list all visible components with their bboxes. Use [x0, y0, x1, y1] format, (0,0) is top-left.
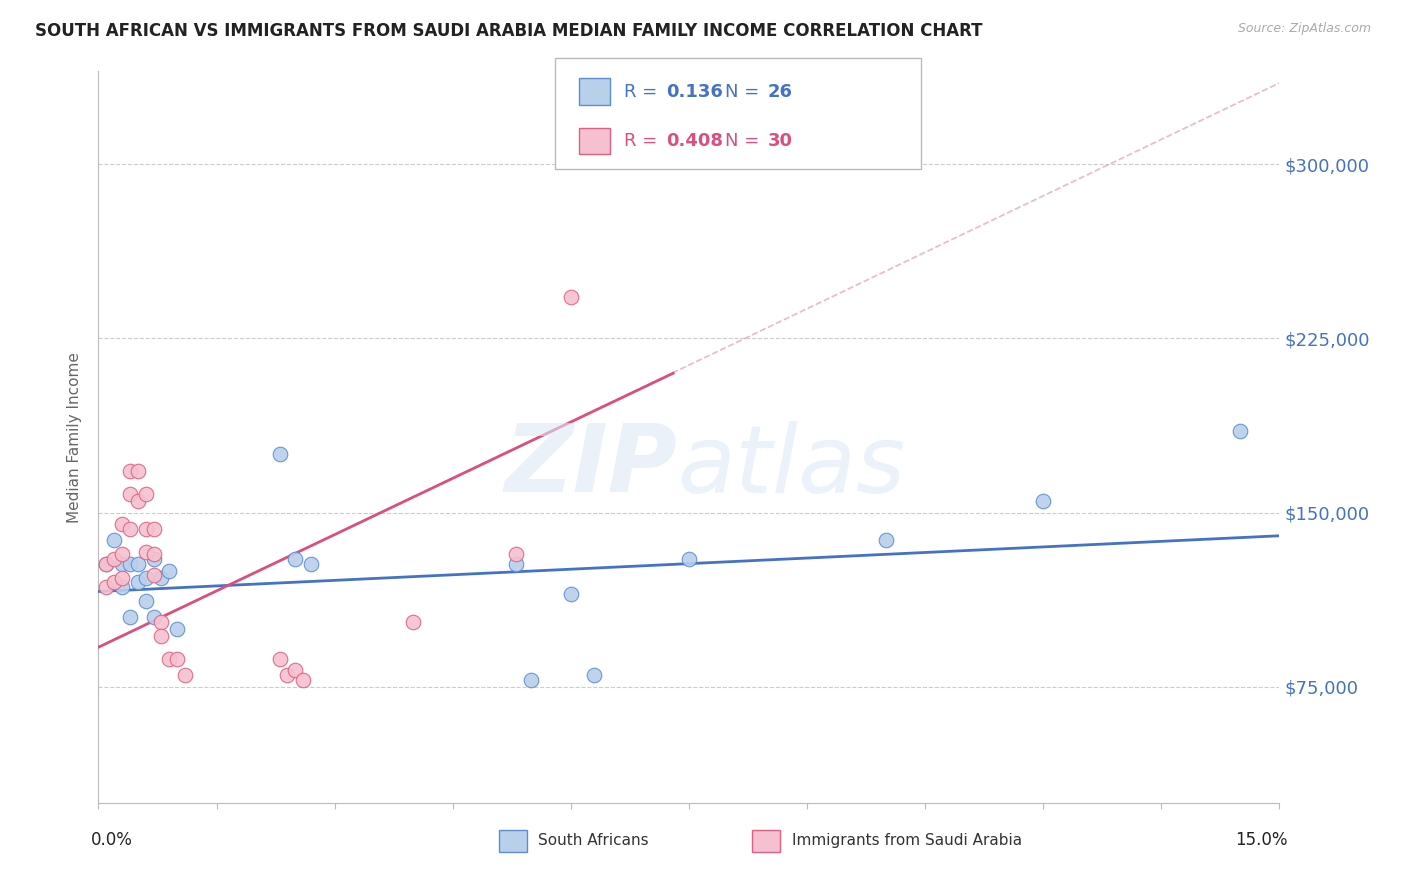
- Text: N =: N =: [725, 132, 759, 150]
- Point: [269, 448, 291, 462]
- Text: N =: N =: [725, 83, 759, 101]
- Point: [505, 547, 527, 561]
- Text: 26: 26: [768, 83, 793, 101]
- Point: [111, 557, 134, 571]
- Point: [118, 487, 141, 501]
- Point: [1229, 424, 1251, 438]
- Point: [560, 587, 582, 601]
- Point: [142, 610, 165, 624]
- Text: Immigrants from Saudi Arabia: Immigrants from Saudi Arabia: [792, 833, 1022, 848]
- Point: [505, 557, 527, 571]
- Point: [135, 594, 157, 608]
- Text: 0.408: 0.408: [666, 132, 724, 150]
- Point: [276, 668, 298, 682]
- Point: [560, 290, 582, 304]
- Text: South Africans: South Africans: [538, 833, 650, 848]
- Point: [157, 564, 180, 578]
- Point: [118, 464, 141, 478]
- Point: [96, 580, 118, 594]
- Point: [157, 652, 180, 666]
- Point: [166, 652, 188, 666]
- Point: [142, 568, 165, 582]
- Text: Source: ZipAtlas.com: Source: ZipAtlas.com: [1237, 22, 1371, 36]
- Point: [678, 552, 700, 566]
- Text: 30: 30: [768, 132, 793, 150]
- Point: [142, 547, 165, 561]
- Point: [111, 570, 134, 584]
- Point: [127, 464, 149, 478]
- Point: [127, 557, 149, 571]
- Point: [150, 615, 173, 629]
- Point: [150, 570, 173, 584]
- Point: [118, 522, 141, 536]
- Point: [127, 494, 149, 508]
- Point: [111, 517, 134, 532]
- Text: 15.0%: 15.0%: [1234, 830, 1288, 848]
- Point: [583, 668, 606, 682]
- Point: [142, 522, 165, 536]
- Text: R =: R =: [624, 132, 658, 150]
- Text: SOUTH AFRICAN VS IMMIGRANTS FROM SAUDI ARABIA MEDIAN FAMILY INCOME CORRELATION C: SOUTH AFRICAN VS IMMIGRANTS FROM SAUDI A…: [35, 22, 983, 40]
- Point: [142, 552, 165, 566]
- Point: [96, 557, 118, 571]
- Point: [103, 552, 125, 566]
- Point: [111, 580, 134, 594]
- Point: [174, 668, 197, 682]
- Point: [875, 533, 897, 548]
- Point: [103, 575, 125, 590]
- Point: [135, 545, 157, 559]
- Text: atlas: atlas: [678, 421, 905, 512]
- Text: 0.136: 0.136: [666, 83, 723, 101]
- Point: [96, 557, 118, 571]
- Point: [520, 673, 543, 687]
- Point: [103, 533, 125, 548]
- Point: [299, 557, 322, 571]
- Point: [135, 570, 157, 584]
- Point: [135, 522, 157, 536]
- Point: [292, 673, 315, 687]
- Point: [118, 557, 141, 571]
- Text: 0.0%: 0.0%: [90, 830, 132, 848]
- Text: ZIP: ZIP: [505, 420, 678, 512]
- Point: [1032, 494, 1054, 508]
- Point: [135, 487, 157, 501]
- Point: [284, 664, 307, 678]
- Text: R =: R =: [624, 83, 658, 101]
- Point: [127, 575, 149, 590]
- Point: [269, 652, 291, 666]
- Point: [118, 610, 141, 624]
- Point: [111, 547, 134, 561]
- Point: [150, 629, 173, 643]
- Point: [284, 552, 307, 566]
- Point: [166, 622, 188, 636]
- Point: [402, 615, 425, 629]
- Y-axis label: Median Family Income: Median Family Income: [67, 351, 83, 523]
